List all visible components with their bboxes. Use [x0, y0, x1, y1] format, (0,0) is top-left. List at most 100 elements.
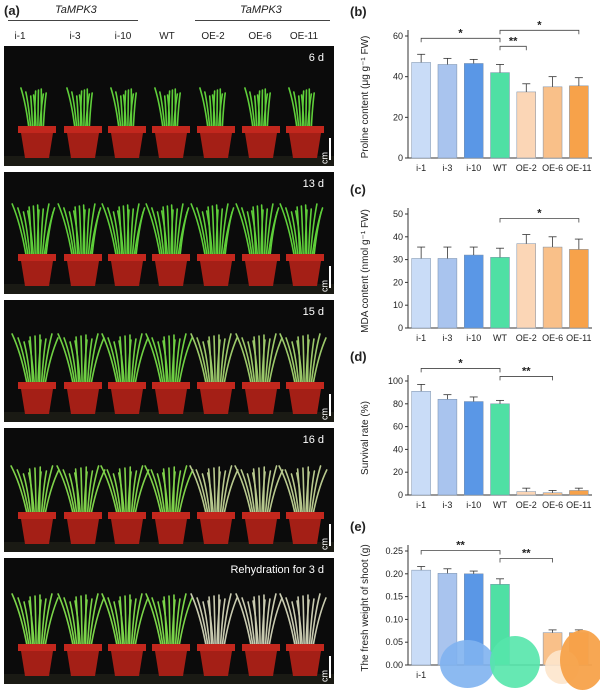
x-tick-label: OE-2	[516, 163, 537, 173]
photo-rehydration: Rehydration for 3 d 5 cm	[4, 558, 334, 684]
bar	[438, 399, 457, 495]
y-tick-label: 0.15	[385, 592, 403, 602]
overlay-blob-green	[490, 636, 540, 688]
y-tick-label: 0	[398, 153, 403, 163]
grass-blade	[81, 596, 82, 646]
x-tick-label: i-3	[442, 163, 452, 173]
grass-blade	[214, 468, 215, 514]
seedling-plants	[4, 46, 334, 166]
significance-label: *	[537, 19, 542, 31]
x-tick-label: OE-2	[516, 500, 537, 510]
grass-blade	[303, 596, 304, 646]
pot-body	[200, 519, 232, 544]
grass-blade	[89, 93, 92, 128]
bar	[412, 258, 431, 328]
grass-blade	[219, 467, 220, 514]
y-tick-label: 20	[393, 467, 403, 477]
pot-body	[21, 651, 53, 676]
x-tick-label: OE-6	[542, 500, 563, 510]
grass-blade	[111, 88, 119, 128]
pot-body	[200, 651, 232, 676]
x-tick-label: OE-11	[566, 333, 591, 343]
line-label-wt: WT	[147, 31, 187, 42]
chart-proline: (b)Proline content (μg g⁻¹ FW)0204060i-1…	[340, 0, 600, 180]
y-tick-label: 0.05	[385, 637, 403, 647]
pot-rim	[64, 644, 102, 651]
x-tick-label: WT	[493, 333, 507, 343]
scale-bar	[329, 656, 331, 678]
pot-rim	[108, 644, 146, 651]
grass-blade	[169, 468, 170, 514]
pot-rim	[152, 254, 190, 261]
x-tick-label: WT	[493, 500, 507, 510]
grass-blade	[35, 336, 36, 384]
grass-blade	[289, 88, 297, 128]
significance-label: **	[456, 540, 465, 552]
pot-rim	[108, 254, 146, 261]
y-tick-label: 80	[393, 399, 403, 409]
panel-label: (d)	[350, 349, 367, 364]
bar	[569, 490, 588, 495]
grass-blade	[169, 596, 170, 646]
grass-blade	[40, 467, 41, 514]
photo-day-label: 13 d	[303, 178, 324, 190]
seedling-plants	[4, 300, 334, 422]
y-tick-label: 0.10	[385, 614, 403, 624]
photo-day-6: 6 d 5 cm	[4, 46, 334, 166]
line-label-oe2: OE-2	[193, 31, 233, 42]
pot-rim	[197, 644, 235, 651]
grass-blade	[79, 206, 81, 256]
pot-body	[289, 389, 321, 414]
genotype-bracket-right	[195, 20, 330, 21]
grass-blade	[35, 596, 36, 646]
line-label-i10: i-10	[103, 31, 143, 42]
y-tick-label: 0	[398, 490, 403, 500]
grass-blade	[200, 88, 208, 128]
grass-blade	[257, 206, 259, 256]
pot-rim	[152, 644, 190, 651]
significance-label: *	[458, 27, 463, 39]
photo-day-label: 15 d	[303, 306, 324, 318]
chart-mda: (c)MDA content (nmol g⁻¹ FW)01020304050i…	[340, 178, 600, 350]
grass-blade	[177, 93, 180, 128]
photo-day-13: 13 d 5 cm	[4, 172, 334, 294]
grass-blade	[35, 468, 36, 514]
pot-body	[245, 133, 277, 158]
bar	[464, 255, 483, 328]
overlay-blob-blue	[440, 640, 495, 688]
x-tick-label: i-1	[416, 333, 426, 343]
line-label-i1: i-1	[0, 31, 40, 42]
grass-blade	[214, 336, 215, 384]
grass-blade	[311, 93, 314, 128]
bar	[438, 258, 457, 328]
pot-body	[245, 389, 277, 414]
bar	[543, 247, 562, 328]
bar	[412, 570, 431, 665]
grass-blade	[81, 468, 82, 514]
x-tick-label: OE-2	[516, 333, 537, 343]
y-axis-label: Proline content (μg g⁻¹ FW)	[360, 36, 371, 159]
pot-rim	[242, 512, 280, 519]
pot-rim	[64, 254, 102, 261]
x-tick-label: OE-11	[566, 500, 591, 510]
pot-body	[289, 133, 321, 158]
photo-day-15: 15 d 5 cm	[4, 300, 334, 422]
pot-body	[111, 651, 143, 676]
pot-rim	[286, 644, 324, 651]
grass-blade	[306, 90, 307, 128]
x-tick-label: i-10	[466, 333, 481, 343]
line-label-oe11: OE-11	[284, 31, 324, 42]
y-tick-label: 30	[393, 255, 403, 265]
grass-blade	[43, 93, 46, 128]
grass-blade	[267, 93, 270, 128]
grass-blade	[81, 336, 82, 384]
pot-body	[200, 133, 232, 158]
x-tick-label: i-3	[442, 333, 452, 343]
pot-body	[245, 261, 277, 286]
x-tick-label: i-10	[466, 163, 481, 173]
grass-blade	[217, 90, 218, 128]
line-label-i3: i-3	[55, 31, 95, 42]
pot-body	[289, 261, 321, 286]
bar	[491, 404, 510, 495]
pot-body	[155, 261, 187, 286]
